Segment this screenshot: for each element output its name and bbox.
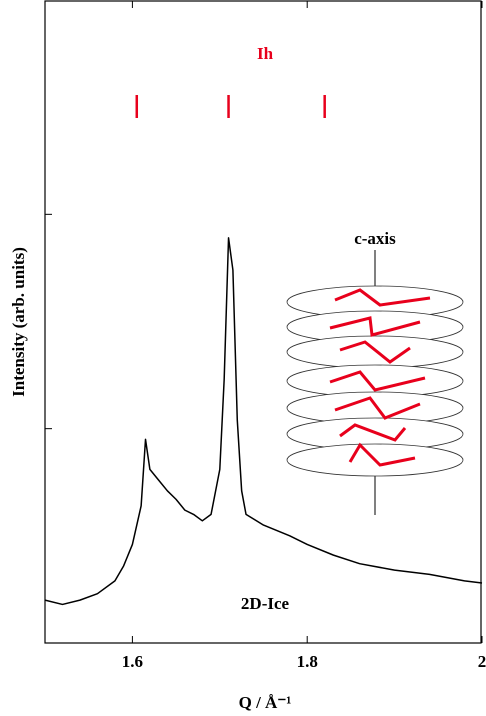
sample-label: 2D-Ice: [241, 594, 290, 613]
x-tick-label: 1.6: [122, 652, 143, 671]
y-axis-label: Intensity (arb. units): [9, 247, 28, 397]
ice-layer: [286, 335, 464, 369]
hexagonal-molecules: [329, 288, 431, 467]
x-tick-label: 1.8: [297, 652, 318, 671]
plot-frame: [44, 0, 482, 644]
reflection-label: Ih: [257, 44, 274, 63]
x-axis-label: Q / Å⁻¹: [239, 693, 292, 712]
data-line: [44, 237, 483, 606]
x-tick-label: 2: [478, 652, 486, 671]
inset-schematic: [286, 250, 464, 515]
c-axis-label: c-axis: [354, 229, 396, 248]
